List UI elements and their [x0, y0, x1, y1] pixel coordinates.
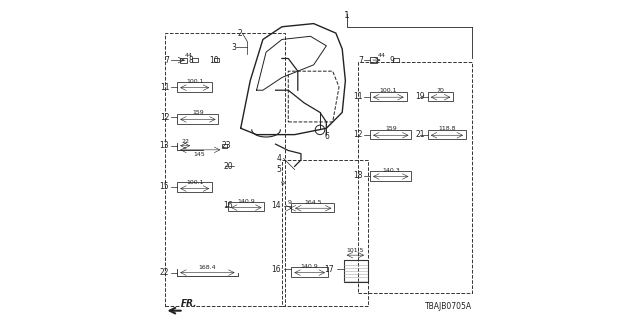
Text: 11: 11 — [160, 83, 170, 92]
Text: 159: 159 — [192, 110, 204, 115]
Text: 14: 14 — [271, 202, 282, 211]
Text: 13: 13 — [160, 141, 170, 150]
Text: 22: 22 — [160, 268, 170, 277]
Text: 100.1: 100.1 — [186, 79, 204, 84]
Text: 145: 145 — [193, 152, 205, 157]
Text: 7: 7 — [358, 56, 363, 65]
Text: 4: 4 — [276, 154, 282, 163]
Text: 23: 23 — [221, 141, 231, 150]
Text: 44: 44 — [378, 53, 386, 58]
Text: 10: 10 — [209, 56, 219, 65]
Text: FR.: FR. — [180, 299, 197, 308]
Text: 1: 1 — [344, 11, 350, 20]
Text: 21: 21 — [415, 130, 425, 139]
Text: 6: 6 — [324, 132, 330, 141]
Text: 159: 159 — [385, 126, 397, 132]
Text: 100.1: 100.1 — [186, 180, 204, 185]
Text: 140.3: 140.3 — [382, 168, 399, 173]
Text: 70: 70 — [436, 88, 445, 93]
Text: 3: 3 — [231, 43, 236, 52]
Text: 8: 8 — [188, 56, 193, 65]
Text: 100.1: 100.1 — [380, 88, 397, 93]
Text: 15: 15 — [160, 182, 170, 191]
Text: 20: 20 — [223, 162, 233, 171]
Text: 17: 17 — [324, 265, 333, 274]
Text: 19: 19 — [415, 92, 425, 101]
Text: 168.4: 168.4 — [198, 265, 216, 270]
Text: 11: 11 — [353, 92, 363, 101]
Text: 164.5: 164.5 — [304, 200, 322, 205]
Text: 101.5: 101.5 — [347, 248, 364, 253]
Text: 12: 12 — [160, 113, 170, 122]
Text: 140.9: 140.9 — [301, 264, 319, 269]
Text: TBAJB0705A: TBAJB0705A — [425, 302, 472, 311]
Text: 9: 9 — [390, 56, 395, 65]
Text: 140.9: 140.9 — [237, 199, 255, 204]
Text: 18: 18 — [353, 172, 363, 180]
Text: 16: 16 — [271, 265, 282, 274]
Text: 5: 5 — [276, 165, 282, 174]
Text: 16: 16 — [223, 202, 233, 211]
Text: 22: 22 — [181, 139, 189, 143]
Text: 9: 9 — [281, 181, 285, 186]
Text: 118.8: 118.8 — [438, 126, 456, 132]
Text: 9: 9 — [287, 200, 292, 205]
Text: 12: 12 — [353, 130, 363, 139]
Text: 2: 2 — [237, 28, 243, 38]
Text: 7: 7 — [164, 56, 170, 65]
Text: 44: 44 — [184, 52, 192, 58]
